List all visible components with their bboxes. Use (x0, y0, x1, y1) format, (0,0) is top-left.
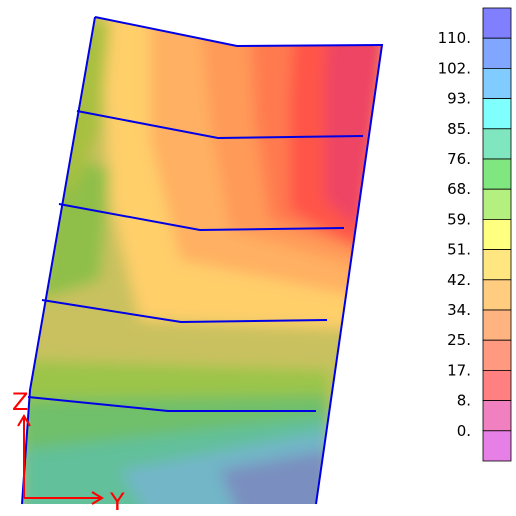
legend-swatch (483, 99, 511, 129)
color-legend: 110. 102. 93. 85. 76. 68. 59. 51. 42. 34. 25. 17. 8.… (438, 8, 511, 461)
legend-swatch (483, 370, 511, 400)
legend-swatch (483, 129, 511, 159)
legend-label: 17. (447, 361, 471, 379)
legend-label: 34. (447, 301, 471, 319)
legend-swatch (483, 38, 511, 68)
legend-label: 59. (447, 210, 471, 228)
legend-label: 102. (438, 59, 471, 77)
z-axis-label: Z (12, 388, 28, 416)
legend-label: 93. (447, 90, 471, 108)
contour-field (0, 0, 400, 516)
legend-label: 25. (447, 331, 471, 349)
legend-label: 85. (447, 120, 471, 138)
legend-swatch (483, 310, 511, 340)
legend-label: 76. (447, 150, 471, 168)
legend-swatch (483, 340, 511, 370)
legend-swatch (483, 189, 511, 219)
legend-swatch (483, 250, 511, 280)
legend-swatch (483, 68, 511, 98)
legend-label: 42. (447, 271, 471, 289)
legend-label: 0. (457, 422, 471, 440)
legend-label: 51. (447, 241, 471, 259)
legend-swatch (483, 280, 511, 310)
legend-swatch (483, 8, 511, 38)
legend-label: 68. (447, 180, 471, 198)
legend-swatch (483, 219, 511, 249)
legend-label: 110. (438, 29, 471, 47)
y-axis-label: Y (109, 488, 125, 516)
legend-label: 8. (457, 392, 471, 410)
legend-swatch (483, 401, 511, 431)
legend-swatch (483, 431, 511, 461)
legend-swatch (483, 159, 511, 189)
